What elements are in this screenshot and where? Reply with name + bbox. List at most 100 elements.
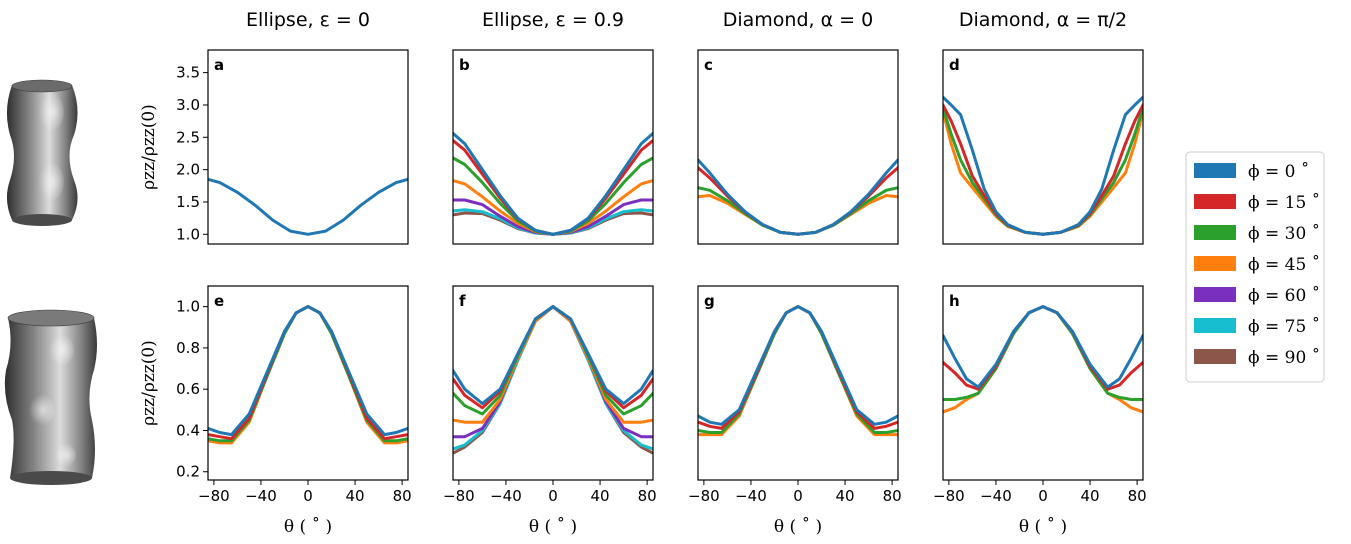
x-tick-label: 80 — [393, 487, 412, 505]
axes-frame — [207, 285, 409, 481]
x-axis-label: θ ( ˚ ) — [529, 517, 577, 537]
series-line-phi-15 — [208, 305, 408, 441]
series-line-phi-0 — [943, 95, 1143, 236]
panel-label: b — [459, 56, 470, 74]
y-tick-label: 0.4 — [176, 421, 200, 439]
x-tick-label: 40 — [346, 487, 365, 505]
legend-label: ϕ = 45 ˚ — [1248, 255, 1320, 275]
panel-h: −80 −40 0 40 80 h — [933, 285, 1147, 505]
y-tick-label: 0.6 — [176, 380, 200, 398]
series-line-phi-45 — [698, 305, 898, 437]
panel-e: 0.2 0.4 0.6 0.8 1.0 −80 −40 0 40 80 e — [176, 285, 412, 505]
x-tick-label: −40 — [490, 487, 522, 505]
x-tick-label: 0 — [1038, 487, 1048, 505]
legend-label: ϕ = 60 ˚ — [1248, 286, 1320, 306]
legend-label: ϕ = 0 ˚ — [1248, 162, 1309, 182]
x-axis-label: θ ( ˚ ) — [774, 517, 822, 537]
legend-swatch — [1194, 349, 1236, 364]
series-line-phi-0 — [453, 131, 653, 236]
series-line-phi-45 — [943, 109, 1143, 236]
x-tick-label: −80 — [688, 487, 720, 505]
y-axis-label-top: ρzz/ρzz(0) — [139, 104, 159, 190]
y-axis-label-bottom: ρzz/ρzz(0) — [139, 340, 159, 426]
y-tick-label: 0.2 — [176, 463, 200, 481]
panel-f: −80 −40 0 40 80 f — [443, 285, 657, 505]
series-line-phi-0 — [208, 305, 408, 437]
legend-label: ϕ = 30 ˚ — [1248, 224, 1320, 244]
legend-swatch — [1194, 163, 1236, 178]
series-line-phi-15 — [698, 305, 898, 430]
series-line-phi-45 — [208, 305, 408, 445]
x-tick-label: −40 — [245, 487, 277, 505]
series-line-phi-75 — [453, 208, 653, 236]
series-line-phi-60 — [453, 305, 653, 439]
panel-label: a — [214, 56, 224, 74]
legend-swatch — [1194, 225, 1236, 240]
axes-frame — [942, 49, 1144, 245]
series-line-phi-45 — [453, 179, 653, 236]
series-line-phi-15 — [453, 139, 653, 236]
axes-frame — [452, 285, 654, 481]
x-axis-label: θ ( ˚ ) — [1019, 517, 1067, 537]
column-title-1: Ellipse, ε = 0 — [246, 9, 370, 31]
series-line-phi-30 — [698, 305, 898, 434]
series-line-phi-0 — [208, 177, 408, 236]
axes-frame — [697, 49, 899, 245]
y-tick-label: 3.5 — [176, 64, 200, 82]
x-tick-label: −80 — [933, 487, 965, 505]
legend-swatch — [1194, 194, 1236, 209]
x-tick-label: 0 — [793, 487, 803, 505]
axes-frame — [207, 49, 409, 245]
legend: ϕ = 0 ˚ ϕ = 15 ˚ ϕ = 30 ˚ ϕ = 45 ˚ ϕ = 60 ˚ ϕ… — [1185, 151, 1325, 383]
panel-label: h — [949, 292, 960, 310]
x-tick-label: 40 — [591, 487, 610, 505]
y-tick-label: 2.5 — [176, 128, 200, 146]
series-line-phi-60 — [453, 198, 653, 236]
panel-label: e — [214, 292, 224, 310]
x-tick-label: 0 — [303, 487, 313, 505]
legend-swatch — [1194, 287, 1236, 302]
legend-label: ϕ = 15 ˚ — [1248, 193, 1320, 213]
panel-b: b — [452, 49, 654, 245]
column-title-4: Diamond, α = π/2 — [959, 9, 1127, 31]
x-axis-label: θ ( ˚ ) — [284, 517, 332, 537]
panel-label: f — [459, 292, 466, 310]
series-line-phi-30 — [943, 106, 1143, 236]
axes-frame — [452, 49, 654, 245]
legend-label: ϕ = 75 ˚ — [1248, 317, 1320, 337]
series-line-phi-30 — [453, 305, 653, 416]
x-tick-label: −40 — [735, 487, 767, 505]
y-tick-label: 1.5 — [176, 193, 200, 211]
series-line-phi-30 — [943, 305, 1143, 401]
legend-label: ϕ = 90 ˚ — [1248, 348, 1320, 368]
y-tick-label: 2.0 — [176, 161, 200, 179]
axes-frame — [697, 285, 899, 481]
panels: 1.0 1.5 2.0 2.5 3.0 3.5 a b c d 0.2 0.4 0.6 0.8 1.0 −80… — [176, 49, 1147, 505]
y-tick-label: 1.0 — [176, 225, 200, 243]
x-tick-label: 40 — [836, 487, 855, 505]
series-line-phi-15 — [943, 305, 1143, 391]
panel-label: c — [704, 56, 713, 74]
x-tick-label: −80 — [443, 487, 475, 505]
x-tick-label: −80 — [198, 487, 230, 505]
y-tick-label: 1.0 — [176, 298, 200, 316]
y-axis-label-text: ρzz/ρzz(0) — [139, 104, 159, 190]
x-tick-label: −40 — [980, 487, 1012, 505]
column-title-3: Diamond, α = 0 — [723, 9, 873, 31]
series-line-phi-0 — [453, 305, 653, 406]
series-line-phi-0 — [698, 305, 898, 426]
panel-g: −80 −40 0 40 80 g — [688, 285, 902, 505]
y-tick-label: 0.8 — [176, 339, 200, 357]
x-tick-label: 40 — [1081, 487, 1100, 505]
panel-d: d — [942, 49, 1144, 245]
panel-label: d — [949, 56, 960, 74]
surface-illustration-bottom — [4, 309, 98, 485]
series-line-phi-15 — [943, 103, 1143, 236]
surface-illustration-top — [6, 79, 78, 226]
x-tick-label: 80 — [1128, 487, 1147, 505]
legend-swatch — [1194, 318, 1236, 333]
panel-label: g — [704, 292, 715, 310]
series-line-phi-0 — [698, 158, 898, 236]
panel-c: c — [697, 49, 899, 245]
